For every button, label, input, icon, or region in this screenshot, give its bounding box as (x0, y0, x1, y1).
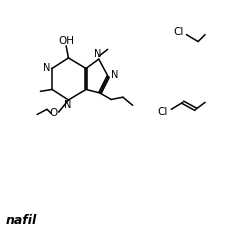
Text: O: O (50, 108, 58, 118)
Text: N: N (111, 70, 118, 80)
Text: Cl: Cl (158, 107, 168, 117)
Text: N: N (43, 63, 51, 74)
Text: N: N (64, 100, 71, 110)
Text: OH: OH (58, 36, 74, 46)
Text: Cl: Cl (173, 27, 184, 37)
Text: N: N (94, 49, 101, 59)
Text: nafil: nafil (5, 214, 37, 227)
